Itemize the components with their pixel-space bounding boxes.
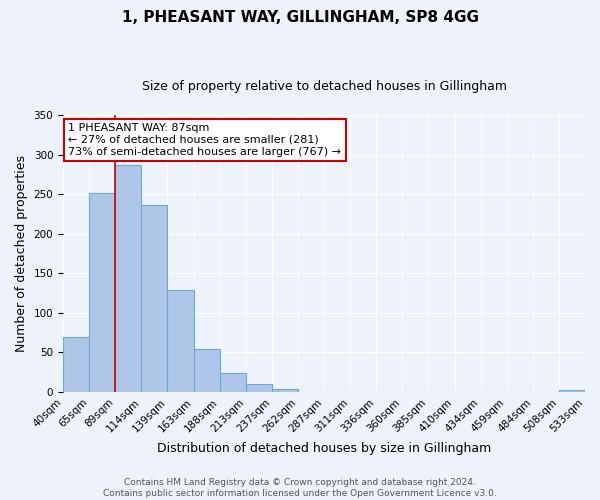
Text: 1 PHEASANT WAY: 87sqm
← 27% of detached houses are smaller (281)
73% of semi-det: 1 PHEASANT WAY: 87sqm ← 27% of detached … [68, 124, 341, 156]
X-axis label: Distribution of detached houses by size in Gillingham: Distribution of detached houses by size … [157, 442, 491, 455]
Bar [220, 373, 246, 392]
Bar [272, 389, 298, 392]
Title: Size of property relative to detached houses in Gillingham: Size of property relative to detached ho… [142, 80, 506, 93]
Bar [194, 349, 220, 392]
Text: 1, PHEASANT WAY, GILLINGHAM, SP8 4GG: 1, PHEASANT WAY, GILLINGHAM, SP8 4GG [121, 10, 479, 25]
Text: Contains HM Land Registry data © Crown copyright and database right 2024.
Contai: Contains HM Land Registry data © Crown c… [103, 478, 497, 498]
Bar [246, 384, 272, 392]
Y-axis label: Number of detached properties: Number of detached properties [15, 155, 28, 352]
Bar [167, 290, 194, 392]
Bar [559, 390, 585, 392]
Bar [63, 338, 89, 392]
Bar [89, 194, 115, 392]
Bar [142, 205, 167, 392]
Bar [115, 165, 142, 392]
